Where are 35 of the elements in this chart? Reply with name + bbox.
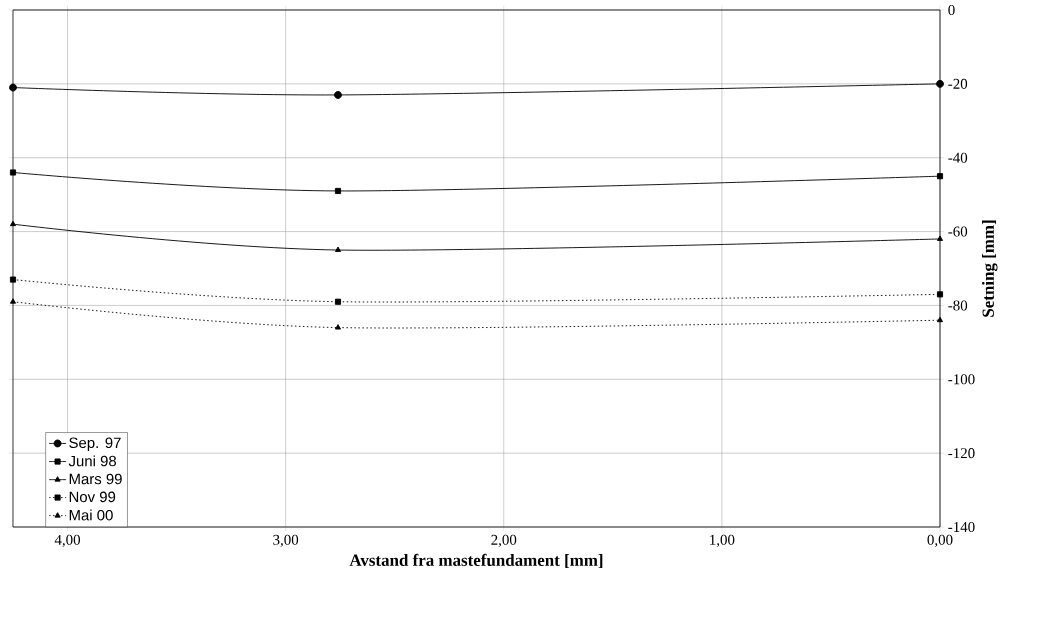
point xyxy=(936,79,944,88)
y-tick-label: -60 xyxy=(948,226,968,237)
point xyxy=(334,246,342,252)
x-tick-label: 3,00 xyxy=(273,534,299,548)
point xyxy=(936,316,944,323)
y-tick-label: 0 xyxy=(948,4,955,16)
x-tick-label: 0,00 xyxy=(927,534,953,548)
point xyxy=(9,298,17,304)
point xyxy=(9,220,17,227)
legend-label: Mai 00 xyxy=(69,509,113,521)
y-tick-label: -140 xyxy=(948,521,975,533)
point xyxy=(936,173,944,180)
point xyxy=(9,83,17,92)
legend-label: Juni 98 xyxy=(68,455,117,467)
x-tick-label: 4,00 xyxy=(54,534,81,548)
legend-label: Mars 99 xyxy=(69,473,122,485)
y-tick-label: -120 xyxy=(948,448,975,459)
legend-label: Nov 99 xyxy=(69,491,116,503)
legend-label: Sep. 97 xyxy=(69,437,121,451)
point xyxy=(936,235,944,241)
point xyxy=(936,291,944,298)
point xyxy=(334,324,342,330)
point xyxy=(334,298,342,305)
y-tick-label: -100 xyxy=(948,374,975,385)
point xyxy=(9,169,17,176)
point xyxy=(334,90,342,99)
x-axis-title: Avstand fra mastefundament [mm] xyxy=(349,553,603,569)
x-tick-label: 1,00 xyxy=(710,534,735,548)
y-tick-label: -20 xyxy=(948,78,968,89)
x-tick-label: 2,00 xyxy=(491,534,517,548)
y-tick-label: -40 xyxy=(948,152,968,163)
point xyxy=(9,276,17,283)
y-axis-title: Setning [mm] xyxy=(982,220,998,317)
point xyxy=(334,187,342,194)
y-tick-label: -80 xyxy=(948,300,968,311)
